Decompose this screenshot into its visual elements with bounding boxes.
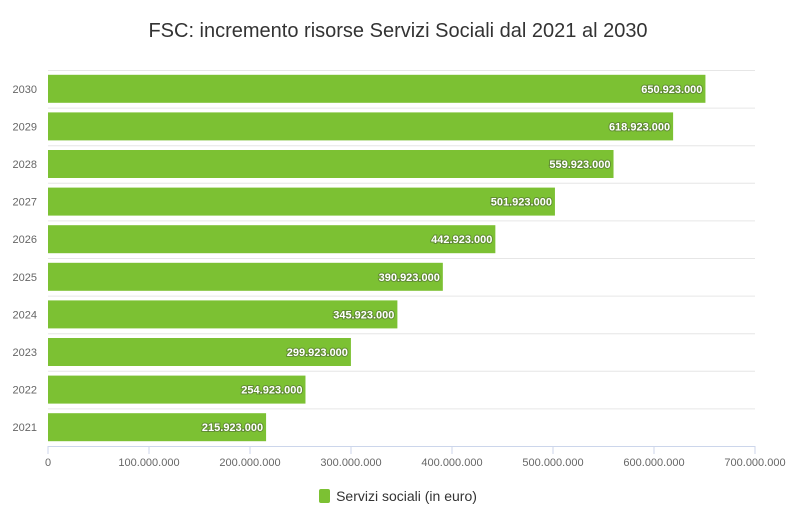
y-tick-label: 2027 — [13, 197, 37, 209]
bar — [48, 300, 398, 329]
y-tick-label: 2021 — [13, 422, 37, 434]
data-label: 390.923.000 — [379, 272, 440, 284]
legend[interactable]: Servizi sociali (in euro) — [0, 488, 796, 504]
data-label: 345.923.000 — [333, 309, 394, 321]
bar — [48, 187, 555, 216]
legend-label: Servizi sociali (in euro) — [336, 488, 477, 504]
bar — [48, 225, 496, 254]
y-tick-label: 2028 — [13, 159, 37, 171]
data-label: 618.923.000 — [609, 121, 670, 133]
y-tick-label: 2023 — [13, 347, 37, 359]
bar — [48, 74, 706, 103]
y-tick-label: 2024 — [13, 309, 37, 321]
data-label: 254.923.000 — [241, 385, 302, 397]
x-tick-label: 300.000.000 — [320, 457, 381, 469]
bar — [48, 112, 674, 141]
x-tick-label: 100.000.000 — [118, 457, 179, 469]
data-label: 215.923.000 — [202, 422, 263, 434]
data-label: 442.923.000 — [431, 234, 492, 246]
data-label: 501.923.000 — [491, 197, 552, 209]
y-tick-label: 2026 — [13, 234, 37, 246]
bar — [48, 338, 351, 366]
x-tick-label: 600.000.000 — [623, 457, 684, 469]
data-label: 559.923.000 — [549, 159, 610, 171]
bar — [48, 150, 614, 178]
x-tick-label: 400.000.000 — [421, 457, 482, 469]
legend-swatch — [319, 489, 331, 503]
x-tick-label: 0 — [45, 457, 51, 469]
x-tick-label: 500.000.000 — [522, 457, 583, 469]
y-tick-label: 2022 — [13, 385, 37, 397]
y-tick-label: 2029 — [13, 121, 37, 133]
x-tick-label: 200.000.000 — [219, 457, 280, 469]
data-label: 299.923.000 — [287, 347, 348, 359]
y-tick-label: 2030 — [13, 84, 37, 96]
data-label: 650.923.000 — [641, 84, 702, 96]
x-tick-label: 700.000.000 — [724, 457, 785, 469]
bar — [48, 375, 306, 404]
y-tick-label: 2025 — [13, 272, 37, 284]
bar — [48, 413, 267, 442]
bar — [48, 262, 443, 291]
chart-title: FSC: incremento risorse Servizi Sociali … — [148, 20, 648, 42]
